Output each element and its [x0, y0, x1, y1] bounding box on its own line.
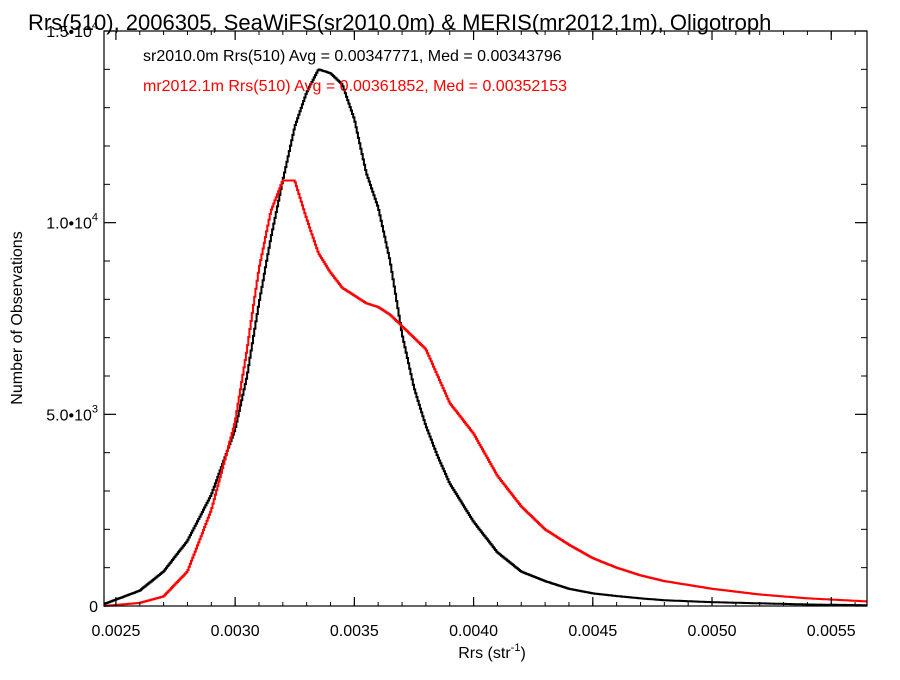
x-tick-label: 0.0025: [91, 623, 140, 640]
x-tick-label: 0.0040: [449, 623, 498, 640]
y-axis-ticks: 0 5.0•103 1.0•104 1.5•104: [46, 20, 867, 616]
annotation-red: mr2012.1m Rrs(510) Avg = 0.00361852, Med…: [143, 78, 567, 95]
y-tick-label: 5.0•103: [46, 403, 98, 424]
x-tick-label: 0.0045: [568, 623, 617, 640]
plot-frame: [103, 30, 868, 607]
x-axis-label-close: ): [520, 645, 525, 662]
series-layer: [104, 68, 867, 607]
y-tick-label: 1.0•104: [46, 212, 98, 233]
x-axis-ticks: 0.0025 0.0030 0.0035 0.0040 0.0045 0.0050 0.00…: [91, 31, 856, 640]
y-axis-label: Number of Observations: [9, 231, 26, 404]
x-axis-label: Rrs (str-1): [458, 642, 526, 662]
annotation-black: sr2010.0m Rrs(510) Avg = 0.00347771, Med…: [143, 48, 562, 65]
x-tick-label: 0.0035: [330, 623, 379, 640]
y-tick-label: 0: [89, 599, 98, 616]
series-line-meris: [104, 179, 867, 607]
x-axis-label-sup: -1: [511, 642, 521, 654]
series-line-seawifs: [104, 68, 867, 607]
y-tick-label: 1.5•104: [46, 20, 98, 41]
x-tick-label: 0.0030: [211, 623, 260, 640]
x-axis-label-main: Rrs (str: [458, 645, 511, 662]
x-tick-label: 0.0055: [807, 623, 856, 640]
x-tick-label: 0.0050: [688, 623, 737, 640]
